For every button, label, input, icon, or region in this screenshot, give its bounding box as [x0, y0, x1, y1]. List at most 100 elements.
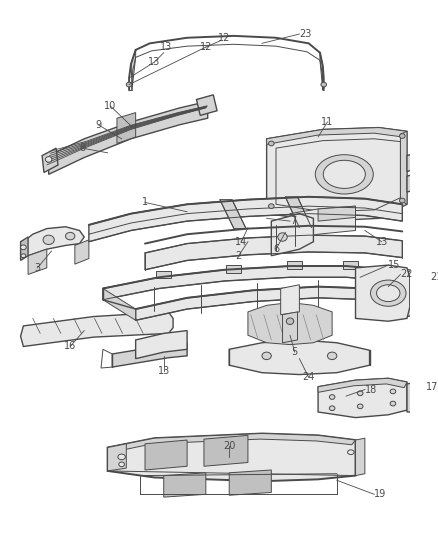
Polygon shape — [407, 153, 417, 172]
Ellipse shape — [323, 160, 365, 188]
Polygon shape — [117, 112, 136, 143]
Ellipse shape — [21, 254, 26, 257]
Polygon shape — [103, 288, 136, 320]
Text: 15: 15 — [388, 260, 401, 270]
Polygon shape — [267, 127, 407, 144]
Polygon shape — [281, 285, 300, 314]
Polygon shape — [226, 265, 241, 272]
Polygon shape — [75, 240, 89, 264]
Polygon shape — [417, 272, 428, 314]
Ellipse shape — [329, 394, 335, 399]
Polygon shape — [112, 343, 187, 367]
Ellipse shape — [329, 406, 335, 410]
Ellipse shape — [399, 198, 405, 203]
Polygon shape — [197, 95, 217, 116]
Ellipse shape — [348, 450, 354, 455]
Polygon shape — [49, 101, 208, 174]
Polygon shape — [407, 270, 417, 317]
Polygon shape — [136, 330, 187, 359]
Ellipse shape — [357, 404, 363, 409]
Polygon shape — [108, 433, 356, 481]
Polygon shape — [145, 235, 402, 270]
Ellipse shape — [315, 155, 373, 194]
Polygon shape — [356, 265, 410, 321]
Polygon shape — [285, 197, 311, 228]
Ellipse shape — [126, 82, 132, 87]
Polygon shape — [248, 303, 332, 345]
Text: 7: 7 — [290, 216, 296, 226]
Polygon shape — [343, 261, 358, 269]
Polygon shape — [21, 237, 28, 261]
Polygon shape — [156, 271, 171, 278]
Text: 13: 13 — [148, 57, 160, 67]
Ellipse shape — [66, 232, 75, 240]
Polygon shape — [283, 312, 297, 343]
Text: 5: 5 — [292, 347, 298, 357]
Polygon shape — [42, 148, 58, 173]
Ellipse shape — [377, 285, 400, 302]
Ellipse shape — [286, 318, 294, 325]
Text: 10: 10 — [104, 101, 117, 111]
Ellipse shape — [390, 401, 396, 406]
Text: 19: 19 — [374, 489, 386, 499]
Text: 8: 8 — [79, 143, 85, 153]
Ellipse shape — [119, 462, 124, 467]
Text: 22: 22 — [400, 270, 413, 279]
Text: 13: 13 — [160, 42, 173, 52]
Polygon shape — [318, 206, 356, 221]
Text: 13: 13 — [376, 237, 388, 247]
Polygon shape — [28, 249, 47, 274]
Text: 2: 2 — [236, 251, 242, 261]
Polygon shape — [290, 206, 356, 240]
Text: 23: 23 — [300, 29, 312, 39]
Ellipse shape — [268, 141, 274, 146]
Ellipse shape — [278, 233, 287, 241]
Polygon shape — [407, 382, 419, 412]
Polygon shape — [89, 197, 402, 241]
Polygon shape — [318, 378, 407, 392]
Text: 13: 13 — [158, 366, 170, 376]
Polygon shape — [103, 266, 404, 300]
Text: 11: 11 — [321, 117, 334, 127]
Polygon shape — [407, 173, 417, 192]
Ellipse shape — [46, 157, 52, 162]
Polygon shape — [21, 312, 173, 346]
Text: 9: 9 — [95, 120, 101, 130]
Polygon shape — [267, 127, 407, 221]
Ellipse shape — [371, 280, 406, 306]
Polygon shape — [229, 470, 271, 495]
Ellipse shape — [262, 352, 271, 360]
Polygon shape — [145, 440, 187, 470]
Polygon shape — [204, 435, 248, 466]
Text: 6: 6 — [273, 244, 279, 254]
Polygon shape — [271, 214, 314, 256]
Ellipse shape — [357, 391, 363, 395]
Polygon shape — [356, 438, 365, 475]
Polygon shape — [23, 227, 84, 256]
Polygon shape — [108, 433, 356, 453]
Text: 3: 3 — [34, 263, 40, 273]
Polygon shape — [318, 378, 407, 417]
Ellipse shape — [390, 389, 396, 394]
Text: 24: 24 — [303, 373, 315, 382]
Ellipse shape — [268, 204, 274, 208]
Text: 14: 14 — [235, 237, 247, 247]
Text: 16: 16 — [64, 342, 76, 351]
Ellipse shape — [43, 235, 54, 245]
Ellipse shape — [21, 245, 26, 249]
Polygon shape — [287, 261, 302, 269]
Text: 21: 21 — [431, 272, 438, 282]
Polygon shape — [229, 340, 370, 375]
Text: 12: 12 — [200, 42, 212, 52]
Polygon shape — [220, 199, 246, 229]
Text: 12: 12 — [219, 33, 231, 43]
Polygon shape — [108, 444, 126, 471]
Ellipse shape — [321, 82, 326, 87]
Polygon shape — [320, 53, 323, 90]
Polygon shape — [136, 287, 404, 320]
Polygon shape — [400, 131, 407, 204]
Polygon shape — [131, 50, 136, 90]
Ellipse shape — [118, 454, 125, 459]
Ellipse shape — [399, 134, 405, 139]
Ellipse shape — [328, 352, 337, 360]
